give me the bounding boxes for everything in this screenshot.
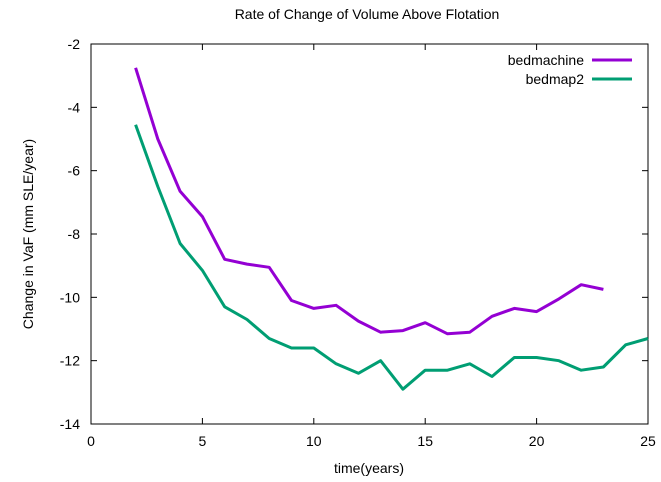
- y-tick-label: -10: [60, 289, 80, 305]
- legend-label-bedmap2: bedmap2: [526, 71, 585, 87]
- series-layer: [134, 67, 649, 391]
- x-axis: 0 5 10 15 20 25: [87, 44, 656, 449]
- y-axis: -14 -12 -10 -8 -6 -4 -2: [60, 36, 648, 432]
- y-tick-label: -14: [60, 416, 80, 432]
- x-tick-label: 20: [529, 433, 545, 449]
- legend: bedmachine bedmap2: [508, 52, 632, 87]
- x-tick-label: 0: [87, 433, 95, 449]
- y-tick-label: -8: [68, 226, 81, 242]
- y-tick-label: -2: [68, 36, 81, 52]
- x-tick-label: 15: [417, 433, 433, 449]
- x-tick-label: 25: [640, 433, 656, 449]
- y-axis-title: Change in VaF (mm SLE/year): [20, 139, 36, 329]
- x-tick-label: 5: [199, 433, 207, 449]
- x-axis-title: time(years): [334, 460, 404, 476]
- series-line-bedmachine: [134, 67, 604, 336]
- chart-title: Rate of Change of Volume Above Flotation: [235, 6, 500, 22]
- y-tick-label: -12: [60, 353, 80, 369]
- x-tick-label: 10: [306, 433, 322, 449]
- y-tick-label: -4: [68, 99, 81, 115]
- series-line-bedmap2: [134, 124, 649, 391]
- y-tick-label: -6: [68, 163, 81, 179]
- legend-label-bedmachine: bedmachine: [508, 52, 584, 68]
